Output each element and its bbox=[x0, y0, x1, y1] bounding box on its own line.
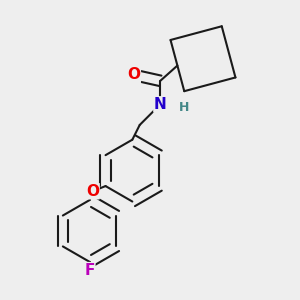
Text: F: F bbox=[85, 262, 95, 278]
Text: H: H bbox=[179, 101, 189, 114]
Text: N: N bbox=[154, 97, 167, 112]
Text: O: O bbox=[86, 184, 99, 199]
Text: O: O bbox=[127, 68, 140, 82]
